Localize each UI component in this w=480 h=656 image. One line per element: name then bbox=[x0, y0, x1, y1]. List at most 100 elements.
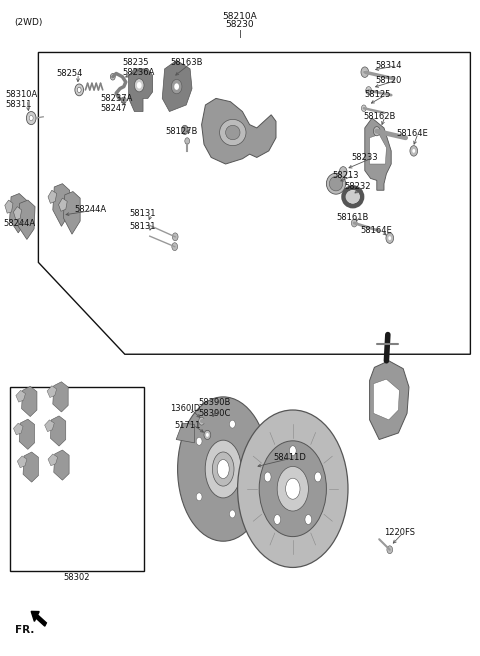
Text: 58302: 58302 bbox=[63, 573, 90, 582]
Polygon shape bbox=[17, 456, 27, 468]
Circle shape bbox=[206, 433, 209, 437]
Text: 58230: 58230 bbox=[226, 20, 254, 30]
Ellipse shape bbox=[329, 176, 343, 191]
Circle shape bbox=[412, 149, 415, 153]
Text: 58254: 58254 bbox=[57, 69, 83, 78]
Polygon shape bbox=[50, 416, 66, 446]
FancyArrow shape bbox=[31, 611, 47, 626]
Circle shape bbox=[204, 430, 211, 440]
Text: 58244A: 58244A bbox=[4, 218, 36, 228]
Polygon shape bbox=[370, 361, 409, 440]
Ellipse shape bbox=[289, 446, 296, 455]
Ellipse shape bbox=[264, 472, 271, 482]
Circle shape bbox=[110, 73, 115, 80]
Text: 58232: 58232 bbox=[344, 182, 371, 191]
Circle shape bbox=[361, 105, 366, 112]
Polygon shape bbox=[162, 60, 192, 112]
Text: (2WD): (2WD) bbox=[14, 18, 43, 28]
Ellipse shape bbox=[238, 410, 348, 567]
Polygon shape bbox=[10, 194, 26, 233]
Polygon shape bbox=[53, 382, 68, 412]
Text: 58120: 58120 bbox=[376, 75, 402, 85]
Text: FR.: FR. bbox=[15, 625, 35, 635]
Ellipse shape bbox=[326, 173, 346, 194]
Circle shape bbox=[199, 417, 204, 425]
Circle shape bbox=[366, 87, 372, 94]
Circle shape bbox=[196, 493, 202, 501]
Polygon shape bbox=[176, 423, 194, 443]
Circle shape bbox=[361, 67, 369, 77]
Circle shape bbox=[134, 79, 144, 92]
Circle shape bbox=[410, 146, 418, 156]
Polygon shape bbox=[59, 198, 67, 211]
Circle shape bbox=[373, 127, 380, 136]
Text: 58164E: 58164E bbox=[396, 129, 428, 138]
Polygon shape bbox=[54, 450, 69, 480]
Polygon shape bbox=[202, 98, 276, 164]
Text: 58127B: 58127B bbox=[166, 127, 198, 136]
Circle shape bbox=[174, 83, 179, 90]
Text: 51711: 51711 bbox=[174, 420, 201, 430]
Ellipse shape bbox=[305, 514, 312, 524]
Ellipse shape bbox=[226, 125, 240, 140]
Circle shape bbox=[77, 87, 81, 92]
Polygon shape bbox=[365, 118, 391, 190]
Ellipse shape bbox=[277, 466, 309, 511]
Ellipse shape bbox=[178, 397, 269, 541]
Circle shape bbox=[229, 420, 235, 428]
Text: 1220FS: 1220FS bbox=[384, 528, 415, 537]
Circle shape bbox=[386, 233, 394, 243]
Polygon shape bbox=[23, 452, 38, 482]
Polygon shape bbox=[48, 454, 58, 466]
Text: 1360JD: 1360JD bbox=[170, 403, 201, 413]
Circle shape bbox=[250, 465, 256, 473]
Polygon shape bbox=[373, 379, 399, 420]
Circle shape bbox=[185, 138, 190, 144]
Text: 58162B: 58162B bbox=[363, 112, 396, 121]
Circle shape bbox=[387, 546, 393, 554]
Ellipse shape bbox=[346, 190, 360, 203]
Ellipse shape bbox=[286, 478, 300, 499]
Text: 58163B: 58163B bbox=[170, 58, 203, 67]
Text: 58314: 58314 bbox=[376, 61, 402, 70]
Text: 58390B
58390C: 58390B 58390C bbox=[198, 398, 230, 418]
Circle shape bbox=[172, 243, 178, 251]
Ellipse shape bbox=[217, 459, 229, 479]
Text: 58125: 58125 bbox=[365, 90, 391, 99]
Circle shape bbox=[137, 82, 142, 89]
Circle shape bbox=[388, 236, 391, 240]
Text: 58411D: 58411D bbox=[274, 453, 306, 462]
Text: 58244A: 58244A bbox=[74, 205, 107, 215]
Polygon shape bbox=[53, 184, 70, 226]
Circle shape bbox=[363, 70, 366, 74]
Circle shape bbox=[351, 219, 357, 227]
Polygon shape bbox=[18, 200, 35, 239]
Polygon shape bbox=[22, 386, 37, 417]
Text: 58131: 58131 bbox=[130, 222, 156, 231]
Text: 58210A: 58210A bbox=[223, 12, 257, 21]
Text: 58131: 58131 bbox=[130, 209, 156, 218]
Polygon shape bbox=[5, 200, 13, 213]
Circle shape bbox=[339, 167, 347, 177]
Circle shape bbox=[75, 84, 84, 96]
Polygon shape bbox=[63, 192, 80, 234]
Ellipse shape bbox=[259, 441, 326, 537]
Text: 58310A
58311: 58310A 58311 bbox=[6, 90, 38, 110]
Ellipse shape bbox=[274, 514, 281, 524]
Text: 58235
58236A: 58235 58236A bbox=[122, 58, 155, 77]
Polygon shape bbox=[47, 386, 57, 398]
Polygon shape bbox=[45, 420, 54, 432]
Circle shape bbox=[172, 233, 178, 241]
Circle shape bbox=[121, 97, 126, 104]
Circle shape bbox=[196, 438, 202, 445]
Polygon shape bbox=[13, 423, 23, 435]
Polygon shape bbox=[13, 207, 22, 220]
Polygon shape bbox=[370, 134, 386, 164]
Circle shape bbox=[171, 79, 182, 94]
Text: 58161B: 58161B bbox=[336, 213, 368, 222]
Circle shape bbox=[229, 510, 235, 518]
Text: 58237A
58247: 58237A 58247 bbox=[101, 94, 133, 113]
Text: 58213: 58213 bbox=[333, 171, 359, 180]
Bar bbox=[10, 387, 144, 571]
Polygon shape bbox=[19, 419, 35, 449]
